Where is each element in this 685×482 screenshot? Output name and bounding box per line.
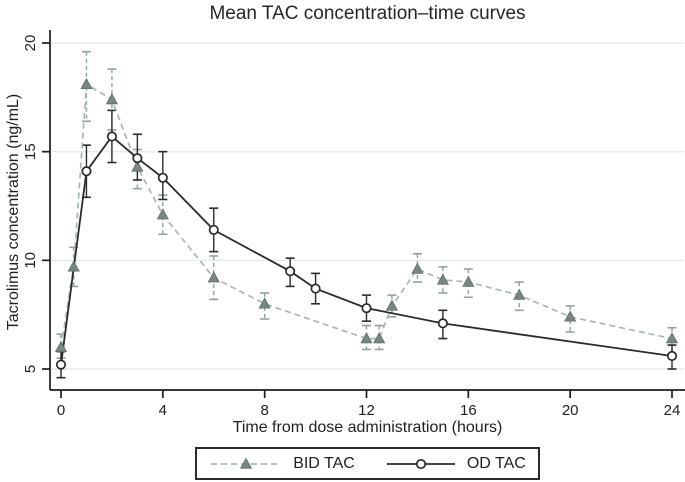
od-data-point-circle [285,266,296,277]
chart-title: Mean TAC concentration–time curves [209,3,526,24]
x-tick-label: 4 [159,402,167,419]
y-axis-title: Tacrolimus concentration (ng/mL) [5,93,22,331]
bid-data-point-triangle [360,332,373,344]
od-data-point-circle [81,166,92,177]
x-axis-title: Time from dose administration (hours) [232,419,503,436]
bid-data-point-triangle [513,288,526,300]
bid-dashed-line-swatch [211,457,282,469]
circle-marker-icon [415,458,426,469]
y-tick-label: 5 [22,365,39,373]
bid-data-point-triangle [373,332,386,344]
bid-data-point-triangle [105,93,118,105]
bid-data-point-triangle [67,260,80,272]
x-tick-label: 16 [460,402,477,419]
legend-item-bid-tac: BID TAC [209,455,355,473]
bid-data-point-triangle [411,262,424,274]
od-data-point-circle [132,153,143,164]
y-tick-label: 10 [22,252,39,269]
od-tac-line [60,135,673,365]
triangle-marker-icon [240,457,253,469]
legend: BID TAC OD TAC [195,447,540,480]
od-data-point-circle [208,224,219,235]
legend-label-od: OD TAC [466,454,526,472]
x-tick-label: 8 [260,402,268,419]
x-tick-label: 24 [664,402,681,419]
bid-data-point-triangle [564,310,577,322]
bid-data-point-triangle [258,297,271,309]
od-data-point-circle [666,350,678,362]
legend-item-od-tac: OD TAC [385,455,526,473]
x-tick-label: 20 [562,402,579,419]
bid-data-point-triangle [207,271,220,283]
od-data-point-circle [437,318,448,329]
bid-data-point-triangle [385,299,399,311]
bid-data-point-triangle [156,208,169,220]
bid-tac-line [60,82,673,348]
od-data-point-circle [361,303,372,314]
bid-data-point-triangle [131,160,144,172]
x-tick-label: 0 [57,402,65,419]
od-data-point-circle [157,172,168,183]
bid-data-point-triangle [54,340,68,352]
legend-label-bid: BID TAC [293,454,355,472]
bid-data-point-triangle [665,332,679,344]
bid-data-point-triangle [436,273,449,285]
y-tick-label: 20 [22,35,39,52]
bid-data-point-triangle [80,77,93,89]
x-tick-label: 12 [358,402,375,419]
y-tick-label: 15 [22,143,39,160]
od-data-point-circle [55,359,67,370]
od-data-point-circle [310,283,321,294]
od-data-point-circle [106,131,117,142]
bid-data-point-triangle [462,275,475,287]
od-solid-line-swatch [386,458,455,469]
